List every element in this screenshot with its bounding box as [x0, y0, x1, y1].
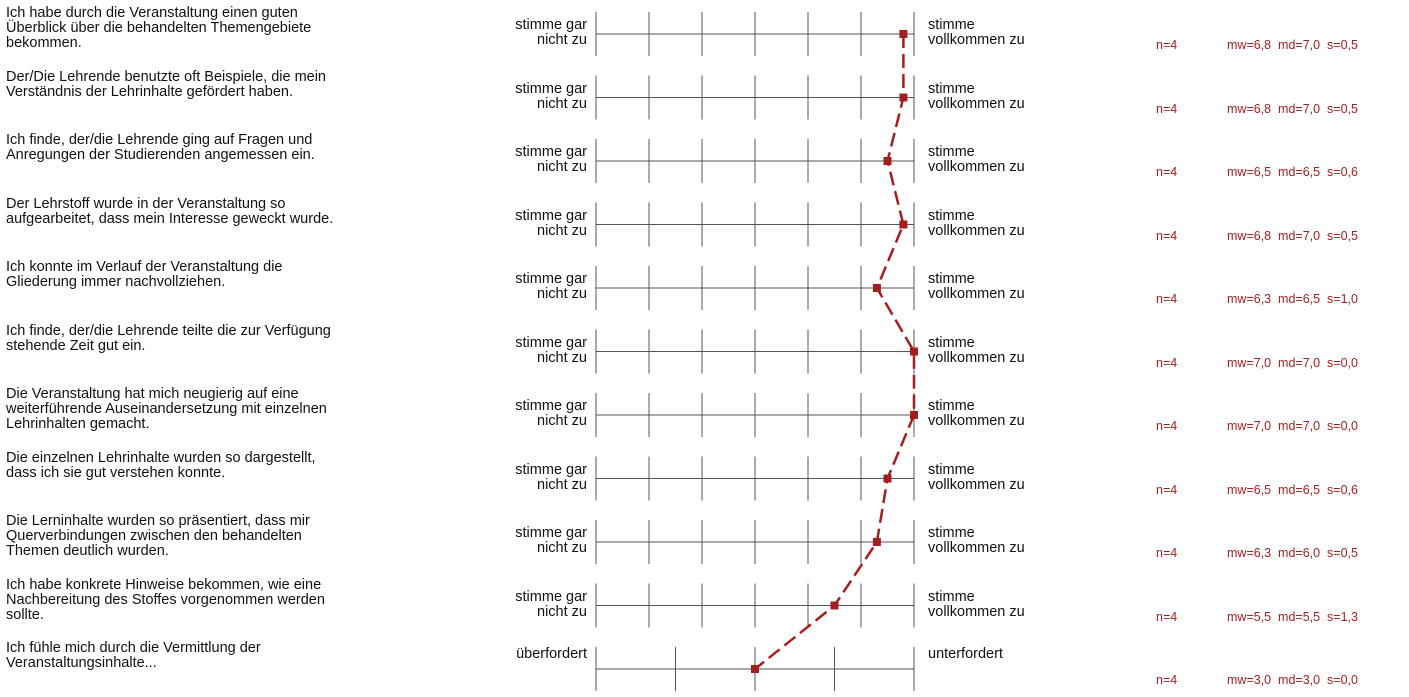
stat-n: n=4 — [1156, 546, 1178, 560]
question-line: sollte. — [6, 606, 44, 623]
question-line: weiterführende Auseinandersetzung mit ei… — [6, 401, 327, 417]
stat-summary: mw=6,8 md=7,0 s=0,5 — [1227, 101, 1358, 116]
question-line: Querverbindungen zwischen den behandelte… — [6, 528, 302, 544]
question-line: Lehrinhalten gemacht. — [6, 416, 150, 432]
stat-summary: mw=6,3 md=6,5 s=1,0 — [1227, 292, 1358, 306]
stat-summary: mw=6,5 md=6,5 s=0,6 — [1227, 165, 1358, 179]
question-line: Ich finde, der/die Lehrende ging auf Fra… — [6, 132, 313, 148]
scale-left-label: überfordert — [516, 646, 587, 662]
stat-n: n=4 — [1156, 228, 1178, 243]
question-line: Der Lehrstoff wurde in der Veranstaltung… — [6, 195, 286, 212]
question-line: Ich finde, der/die Lehrende teilte die z… — [6, 322, 331, 339]
stat-n: n=4 — [1156, 419, 1178, 433]
stat-summary: mw=6,8 md=7,0 s=0,5 — [1227, 228, 1358, 243]
question-text: Die einzelnen Lehrinhalte wurden so darg… — [6, 449, 476, 481]
mean-marker — [883, 474, 892, 483]
stat-summary: mw=5,5 md=5,5 s=1,3 — [1227, 609, 1358, 624]
stat-summary: mw=6,5 md=6,5 s=0,6 — [1227, 482, 1358, 497]
scale-left-label: stimme gar nicht zu — [515, 525, 587, 556]
question-line: Überblick über die behandelten Themengeb… — [6, 20, 312, 36]
mean-marker — [872, 538, 881, 546]
stat-n: n=4 — [1156, 673, 1178, 687]
question-line: Ich habe konkrete Hinweise bekommen, wie… — [6, 576, 322, 593]
question-text: Ich fühle mich durch die Vermittlung der… — [6, 641, 476, 671]
question-line: Nachbereitung des Stoffes vorgenommen we… — [6, 591, 325, 608]
profile-line — [754, 34, 916, 670]
mean-marker — [872, 284, 881, 292]
stat-n: n=4 — [1156, 482, 1178, 497]
stat-n: n=4 — [1156, 292, 1178, 306]
mean-marker — [830, 601, 839, 610]
question-text: Ich finde, der/die Lehrende ging auf Fra… — [6, 133, 476, 163]
scale-left-label: stimme gar nicht zu — [515, 588, 587, 620]
stat-n: n=4 — [1156, 609, 1178, 624]
scale-left-label: stimme gar nicht zu — [515, 17, 587, 48]
scale-right-label: stimme vollkommen zu — [928, 144, 1025, 175]
mean-marker — [910, 347, 918, 356]
scale-right-label: stimme vollkommen zu — [928, 525, 1025, 556]
question-line: Ich konnte im Verlauf der Veranstaltung … — [6, 259, 283, 275]
stat-summary: mw=3,0 md=3,0 s=0,0 — [1227, 673, 1358, 687]
question-line: dass ich sie gut verstehen konnte. — [6, 464, 226, 481]
question-line: bekommen. — [6, 35, 82, 51]
scale-left-label: stimme gar nicht zu — [515, 207, 587, 239]
question-text: Ich habe durch die Veranstaltung einen g… — [6, 6, 476, 51]
question-line: Verständnis der Lehrinhalte gefördert ha… — [6, 83, 293, 100]
scale-right-label: stimme vollkommen zu — [928, 80, 1025, 112]
question-text: Die Veranstaltung hat mich neugierig auf… — [6, 387, 476, 432]
question-line: Die Lerninhalte wurden so präsentiert, d… — [6, 513, 310, 529]
question-text: Der Lehrstoff wurde in der Veranstaltung… — [6, 195, 476, 227]
stat-n: n=4 — [1156, 38, 1178, 52]
scale-right-label: unterfordert — [928, 646, 1003, 662]
question-text: Der/Die Lehrende benutzte oft Beispiele,… — [6, 68, 476, 100]
scale-right-label: stimme vollkommen zu — [928, 207, 1025, 239]
scale-right-label: stimme vollkommen zu — [928, 398, 1025, 429]
question-text: Ich finde, der/die Lehrende teilte die z… — [6, 322, 476, 354]
scale-left-label: stimme gar nicht zu — [515, 80, 587, 112]
scale-right-label: stimme vollkommen zu — [928, 461, 1025, 493]
stat-n: n=4 — [1156, 165, 1178, 179]
scale-right-label: stimme vollkommen zu — [928, 334, 1025, 366]
question-line: stehende Zeit gut ein. — [6, 337, 146, 354]
question-line: Der/Die Lehrende benutzte oft Beispiele,… — [6, 68, 326, 85]
question-line: Veranstaltungsinhalte... — [6, 655, 157, 671]
mean-marker — [751, 665, 759, 673]
mean-marker — [899, 220, 908, 229]
scale-left-label: stimme gar nicht zu — [515, 334, 587, 366]
scale-right-label: stimme vollkommen zu — [928, 17, 1025, 48]
question-line: Die Veranstaltung hat mich neugierig auf… — [6, 386, 299, 402]
stat-n: n=4 — [1156, 355, 1178, 370]
stat-summary: mw=6,3 md=6,0 s=0,5 — [1227, 546, 1358, 560]
mean-marker — [899, 30, 908, 38]
stat-summary: mw=6,8 md=7,0 s=0,5 — [1227, 38, 1358, 52]
question-line: aufgearbeitet, dass mein Interesse gewec… — [6, 210, 334, 227]
question-line: Ich fühle mich durch die Vermittlung der — [6, 640, 261, 656]
scale-left-label: stimme gar nicht zu — [515, 144, 587, 175]
mean-marker — [910, 411, 918, 419]
question-line: Anregungen der Studierenden angemessen e… — [6, 147, 315, 163]
question-line: Die einzelnen Lehrinhalte wurden so darg… — [6, 449, 316, 466]
scale-left-label: stimme gar nicht zu — [515, 461, 587, 493]
question-text: Die Lerninhalte wurden so präsentiert, d… — [6, 514, 476, 559]
scale-left-label: stimme gar nicht zu — [515, 271, 587, 302]
scale-left-label: stimme gar nicht zu — [515, 398, 587, 429]
question-line: Gliederung immer nachvollziehen. — [6, 274, 226, 290]
question-line: Themen deutlich wurden. — [6, 543, 169, 559]
mean-marker — [883, 157, 892, 165]
stat-summary: mw=7,0 md=7,0 s=0,0 — [1227, 355, 1358, 370]
stat-n: n=4 — [1156, 101, 1178, 116]
stat-summary: mw=7,0 md=7,0 s=0,0 — [1227, 419, 1358, 433]
question-text: Ich habe konkrete Hinweise bekommen, wie… — [6, 576, 476, 623]
question-line: Ich habe durch die Veranstaltung einen g… — [6, 5, 298, 21]
mean-marker — [899, 93, 908, 102]
scale-right-label: stimme vollkommen zu — [928, 588, 1025, 620]
question-text: Ich konnte im Verlauf der Veranstaltung … — [6, 260, 476, 290]
scale-right-label: stimme vollkommen zu — [928, 271, 1025, 302]
